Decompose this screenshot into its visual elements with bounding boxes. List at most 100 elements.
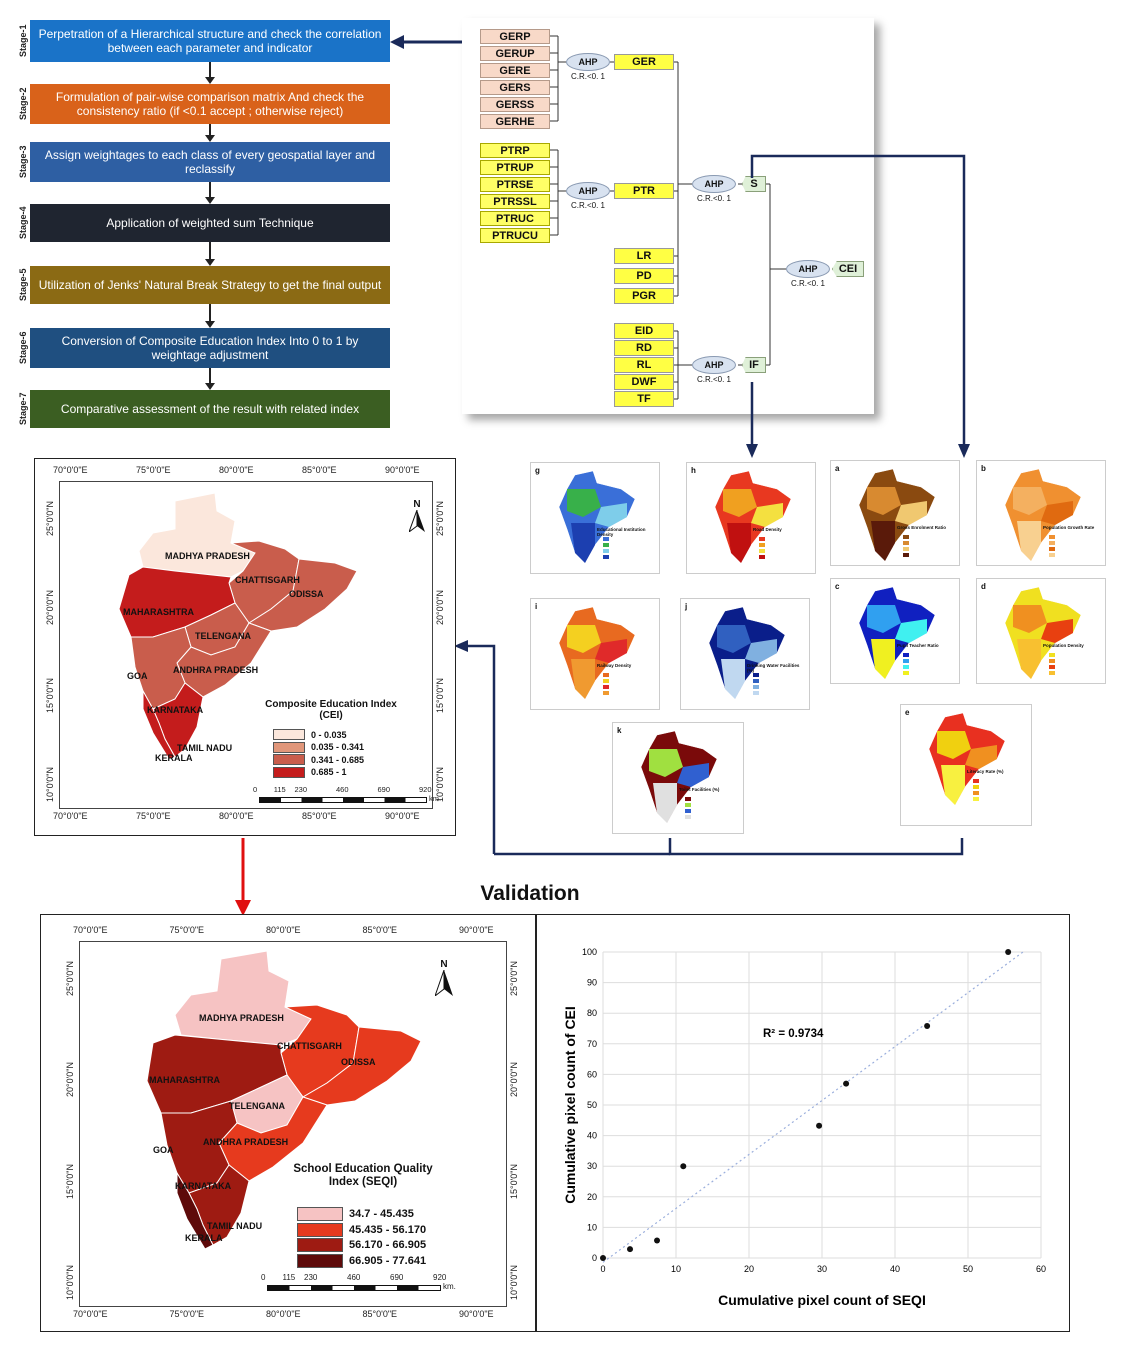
data-point	[924, 1023, 931, 1030]
lon-label: 70°0'0"E	[53, 465, 88, 475]
thumbnail-map-svg	[928, 712, 1006, 806]
indicator-ptrup: PTRUP	[480, 160, 550, 175]
stage-arrow	[205, 304, 215, 328]
legend-label: 34.7 - 45.435	[349, 1208, 414, 1220]
thumbnail-map-a: a Gross Enrolment Ratio	[830, 460, 960, 566]
state-label-goa: GOA	[127, 671, 148, 681]
lon-label: 75°0'0"E	[136, 465, 171, 475]
thumbnail-map-svg	[640, 730, 718, 824]
flow-arrows	[454, 154, 970, 856]
scale-tick-label: 230	[294, 785, 308, 794]
indicator-gerss: GERSS	[480, 97, 550, 112]
lon-label: 80°0'0"E	[266, 925, 301, 935]
thumbnail-letter: j	[685, 602, 688, 611]
lon-label: 85°0'0"E	[302, 465, 337, 475]
x-axis-label: Cumulative pixel count of SEQI	[718, 1292, 926, 1308]
legend-item: 0.341 - 0.685	[273, 754, 364, 765]
indicator-ptrp: PTRP	[480, 143, 550, 158]
ahp-cei-node: AHP	[786, 260, 830, 278]
state-label-andhra-pradesh: ANDHRA PRADESH	[203, 1137, 289, 1147]
indicator-ptrucu: PTRUCU	[480, 228, 550, 243]
indicator-gers: GERS	[480, 80, 550, 95]
scale-tick-label: 920	[433, 1273, 447, 1282]
thumbnail-map-svg	[558, 606, 636, 700]
x-tick-label: 10	[671, 1264, 681, 1274]
scale-unit: km.	[429, 794, 442, 803]
thumbnail-map-b: b Population Growth Rate	[976, 460, 1106, 566]
state-label-kerala: KERALA	[155, 753, 193, 763]
cei-legend-title: Composite Education Index (CEI)	[265, 699, 397, 721]
data-point	[627, 1246, 634, 1253]
data-point	[843, 1080, 850, 1087]
validation-title: Validation	[480, 882, 580, 905]
scale-tick-label: 690	[377, 785, 391, 794]
y-tick-label: 90	[587, 978, 597, 988]
thumbnail-letter: i	[535, 602, 538, 611]
scale-tick-label: 460	[347, 1273, 361, 1282]
lon-label: 80°0'0"E	[219, 811, 254, 821]
stage-box: Utilization of Jenks' Natural Break Stra…	[30, 266, 390, 304]
thumbnail-legend-title: Literacy Rate (%)	[967, 769, 1004, 774]
y-tick-label: 80	[587, 1008, 597, 1018]
state-label-andhra-pradesh: ANDHRA PRADESH	[173, 665, 259, 675]
data-point	[816, 1122, 823, 1129]
data-point	[600, 1255, 606, 1261]
r-squared-annotation: R² = 0.9734	[763, 1028, 824, 1040]
node-if: IF	[742, 357, 766, 373]
stage-box: Conversion of Composite Education Index …	[30, 328, 390, 368]
stage-box: Assign weightages to each class of every…	[30, 142, 390, 182]
thumbnail-map-svg	[1004, 586, 1082, 680]
legend-swatch	[273, 754, 305, 765]
ahp-if-node: AHP	[692, 356, 736, 374]
cr-if: C.R.<0. 1	[696, 375, 731, 384]
thumbnail-legend-title: Gross Enrolment Ratio	[897, 525, 947, 530]
north-arrow-icon	[407, 509, 425, 534]
node-eid: EID	[614, 323, 674, 339]
state-label-karnataka: KARNATAKA	[147, 705, 204, 715]
seqi-legend-title: School Education Quality Index (SEQI)	[293, 1163, 433, 1188]
thumbnail-map-g: g Educational Institution Density	[530, 462, 660, 574]
seqi-state-odissa	[301, 1026, 422, 1106]
thumbnail-letter: h	[691, 466, 696, 475]
node-ptr: PTR	[614, 183, 674, 199]
node-lr: LR	[614, 248, 674, 264]
lon-label: 90°0'0"E	[459, 1309, 494, 1319]
legend-swatch	[297, 1253, 343, 1268]
y-tick-label: 50	[587, 1100, 597, 1110]
indicator-ptruc: PTRUC	[480, 211, 550, 226]
lon-label: 70°0'0"E	[73, 1309, 108, 1319]
thumbnail-letter: d	[981, 582, 986, 591]
node-cei: CEI	[832, 261, 864, 277]
scale-tick-label: 115	[282, 1273, 296, 1282]
scale-tick-label: 0	[253, 785, 258, 794]
node-rl: RL	[614, 357, 674, 373]
thumbnail-legend-title: Educational Institution Density	[597, 527, 646, 537]
x-tick-label: 30	[817, 1264, 827, 1274]
thumbnail-map-j: j Drinking Water Facilities (%)	[680, 598, 810, 710]
scale-bar-graphic	[267, 1285, 441, 1291]
y-tick-label: 30	[587, 1161, 597, 1171]
scale-unit: km.	[443, 1282, 456, 1291]
state-label-telengana: TELENGANA	[195, 631, 251, 641]
cei-state-kerala	[142, 689, 176, 760]
legend-item: 45.435 - 56.170	[297, 1222, 426, 1237]
legend-swatch	[297, 1222, 343, 1237]
node-tf: TF	[614, 391, 674, 407]
legend-label: 66.905 - 77.641	[349, 1254, 427, 1267]
legend-item: 34.7 - 45.435	[297, 1207, 414, 1221]
x-tick-label: 20	[744, 1264, 754, 1274]
thumbnail-map-h: h Road Density	[686, 462, 816, 574]
scale-tick-label: 920	[419, 785, 432, 794]
seqi-state-madhya-pradesh	[174, 950, 312, 1046]
indicator-gere: GERE	[480, 63, 550, 78]
thumbnail-letter: a	[835, 464, 840, 473]
lon-label: 80°0'0"E	[266, 1309, 301, 1319]
stage-arrow	[205, 124, 215, 142]
thumbnail-map-svg	[858, 468, 936, 562]
scale-bar-graphic	[259, 797, 427, 803]
validation-chart-frame: 0 10 20 30 40 50 60 70 80 90 100 0 10 20 30 40 50 60 R² = …	[536, 914, 1070, 1332]
lon-label: 85°0'0"E	[302, 811, 337, 821]
lon-label: 75°0'0"E	[136, 811, 171, 821]
node-pd: PD	[614, 268, 674, 284]
seqi-map-neatline	[79, 941, 507, 1307]
